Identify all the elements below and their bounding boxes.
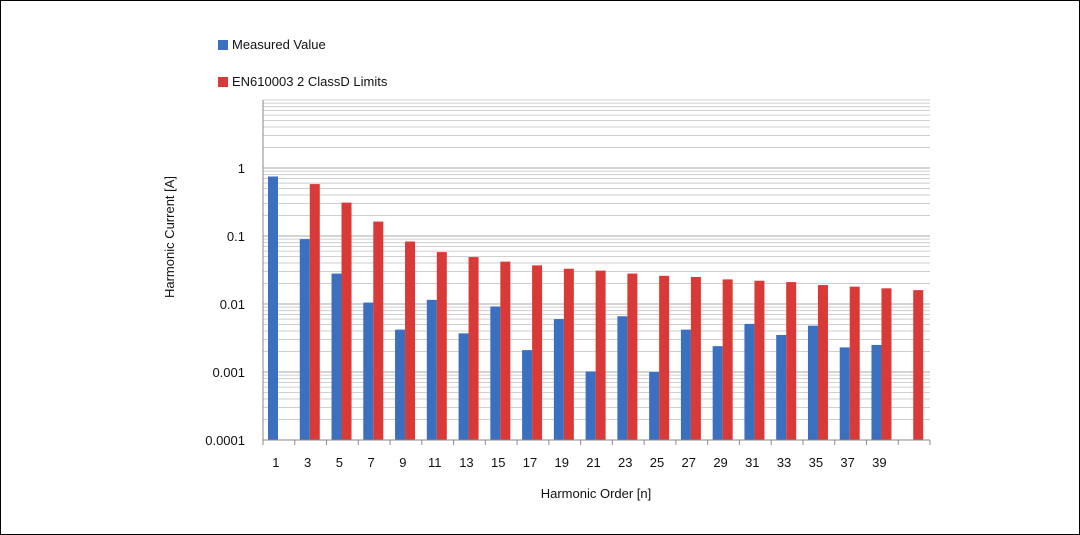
top-border bbox=[0, 0, 1080, 1]
x-tick-label: 11 bbox=[428, 455, 442, 470]
y-tick-label: 1 bbox=[238, 161, 245, 176]
x-tick-label: 29 bbox=[713, 455, 727, 470]
y-axis-title: Harmonic Current [A] bbox=[162, 176, 177, 298]
x-tick-label: 23 bbox=[618, 455, 632, 470]
bar-limit bbox=[659, 275, 670, 440]
legend-swatch-limits bbox=[218, 76, 228, 87]
bar-limit bbox=[754, 280, 765, 440]
bar-measured bbox=[712, 346, 723, 440]
y-tick-label: 0.1 bbox=[227, 229, 245, 244]
bar-limit bbox=[849, 286, 860, 440]
bar-limit bbox=[595, 270, 606, 440]
y-tick-labels: 0.0001 0.001 0.01 0.1 1 bbox=[205, 161, 245, 448]
x-tick-label: 21 bbox=[586, 455, 600, 470]
x-tick-label: 27 bbox=[682, 455, 696, 470]
bar-measured bbox=[776, 335, 787, 440]
bar-limit bbox=[722, 279, 733, 440]
bar-limit bbox=[786, 282, 797, 440]
x-tick-label: 15 bbox=[491, 455, 505, 470]
axes bbox=[262, 100, 931, 445]
y-tick-label: 0.001 bbox=[212, 365, 245, 380]
bar-limit bbox=[563, 268, 574, 440]
x-tick-label: 25 bbox=[650, 455, 664, 470]
bar-measured bbox=[839, 347, 850, 440]
bar-limit bbox=[913, 290, 924, 440]
bar-measured bbox=[744, 323, 755, 440]
bars bbox=[268, 176, 924, 440]
bar-measured bbox=[871, 344, 882, 440]
bar-measured bbox=[585, 371, 596, 440]
bar-measured bbox=[331, 273, 342, 440]
y-tick-label: 0.0001 bbox=[205, 433, 245, 448]
legend-swatch-measured bbox=[218, 39, 228, 50]
bar-measured bbox=[426, 299, 437, 440]
x-tick-label: 33 bbox=[777, 455, 791, 470]
bar-limit bbox=[436, 252, 447, 440]
x-tick-label: 31 bbox=[745, 455, 759, 470]
x-axis-title: Harmonic Order [n] bbox=[541, 486, 652, 501]
bar-measured bbox=[522, 350, 533, 440]
bar-limit bbox=[627, 273, 638, 440]
bar-limit bbox=[500, 261, 511, 440]
x-tick-label: 37 bbox=[840, 455, 854, 470]
x-tick-label: 17 bbox=[523, 455, 537, 470]
x-tick-label: 7 bbox=[368, 455, 375, 470]
bar-measured bbox=[395, 329, 406, 440]
bar-measured bbox=[617, 316, 628, 440]
bar-limit bbox=[817, 285, 828, 440]
bar-measured bbox=[363, 302, 374, 440]
x-tick-labels: 1 3 5 7 9 11 13 15 17 19 21 23 25 27 29 31 33 35 37 39 bbox=[272, 455, 886, 470]
legend-label-measured: Measured Value bbox=[232, 37, 326, 52]
x-tick-label: 5 bbox=[336, 455, 343, 470]
bar-measured bbox=[649, 372, 660, 440]
x-tick-label: 19 bbox=[555, 455, 569, 470]
bar-measured bbox=[553, 319, 564, 440]
bar-measured bbox=[458, 333, 469, 440]
bar-limit bbox=[690, 276, 701, 440]
x-tick-label: 9 bbox=[399, 455, 406, 470]
bar-limit bbox=[881, 288, 892, 440]
x-tick-label: 39 bbox=[872, 455, 886, 470]
y-tick-label: 0.01 bbox=[220, 297, 245, 312]
bar-measured bbox=[299, 239, 310, 440]
bar-limit bbox=[373, 221, 384, 440]
x-tick-label: 35 bbox=[809, 455, 823, 470]
bar-limit bbox=[405, 241, 416, 440]
bar-measured bbox=[807, 325, 818, 440]
bar-limit bbox=[341, 202, 352, 440]
bar-measured bbox=[680, 329, 691, 440]
bar-measured bbox=[268, 176, 278, 440]
x-tick-label: 13 bbox=[459, 455, 473, 470]
legend-item-measured: Measured Value bbox=[218, 37, 326, 52]
legend-label-limits: EN610003 2 ClassD Limits bbox=[232, 74, 388, 89]
bar-measured bbox=[490, 306, 501, 440]
bar-limit bbox=[532, 265, 543, 440]
legend-item-limits: EN610003 2 ClassD Limits bbox=[218, 74, 387, 89]
bar-limit bbox=[468, 257, 479, 440]
x-tick-label: 3 bbox=[304, 455, 311, 470]
x-tick-label: 1 bbox=[272, 455, 279, 470]
bar-limit bbox=[309, 184, 320, 440]
